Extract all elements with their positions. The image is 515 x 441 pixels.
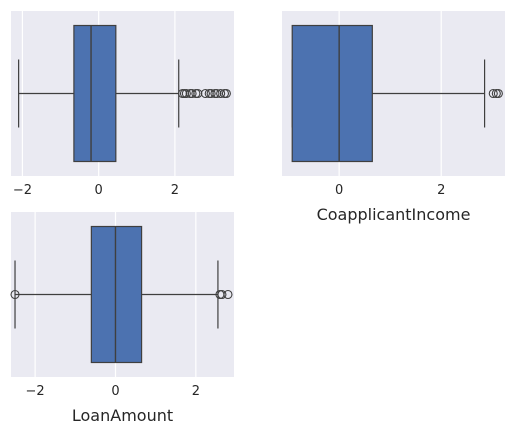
outlier-point (217, 289, 227, 300)
x-tick-label: −2 (13, 183, 32, 198)
x-tick-label: 2 (171, 183, 179, 198)
outlier-point (200, 88, 210, 99)
x-tick-label: 2 (437, 183, 445, 198)
outlier-point (223, 289, 233, 300)
outlier-point (206, 88, 216, 99)
boxplot-panel-1: −2 0 2 (11, 11, 234, 198)
iqr-box (73, 24, 117, 163)
x-axis-label: LoanAmount (72, 406, 173, 425)
x-tick-label: 0 (111, 384, 119, 399)
iqr-box (291, 24, 373, 163)
x-axis-label: CoapplicantIncome (317, 205, 471, 224)
outlier-point (221, 88, 231, 99)
iqr-box (90, 225, 143, 364)
outlier-point (187, 88, 197, 99)
boxplot-panel-2: 0 2 CoapplicantIncome (282, 11, 505, 224)
boxplot-panel-3: −2 0 2 LoanAmount (10, 212, 234, 425)
x-tick-label: 0 (335, 183, 343, 198)
x-tick-label: 0 (95, 183, 103, 198)
outlier-point (181, 88, 191, 99)
outlier-point (488, 88, 498, 99)
outlier-point (10, 289, 20, 300)
x-tick-label: −2 (26, 384, 45, 399)
x-tick-label: 2 (192, 384, 200, 399)
outlier-point (216, 88, 226, 99)
outlier-point (493, 88, 503, 99)
